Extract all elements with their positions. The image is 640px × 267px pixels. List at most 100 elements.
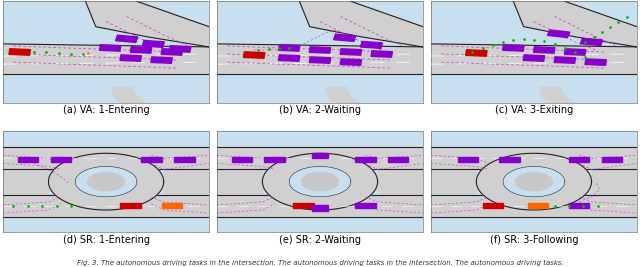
Bar [232, 157, 252, 162]
Bar [312, 205, 328, 210]
Bar [170, 46, 191, 52]
Bar [591, 170, 637, 195]
Point [508, 38, 518, 42]
Polygon shape [513, 1, 637, 47]
Point [580, 40, 591, 44]
Bar [340, 59, 362, 65]
Bar [142, 40, 164, 47]
Bar [355, 203, 376, 209]
Point [8, 204, 19, 208]
Bar [333, 34, 356, 41]
Bar [564, 49, 586, 55]
Point [593, 204, 603, 208]
Bar [120, 203, 141, 209]
Bar [585, 59, 606, 65]
Bar [528, 203, 548, 209]
Point [529, 38, 539, 42]
X-axis label: (a) VA: 1-Entering: (a) VA: 1-Entering [63, 105, 149, 115]
Point [37, 204, 47, 208]
Bar [371, 51, 392, 57]
Bar [431, 147, 637, 170]
Point [284, 45, 294, 50]
Point [570, 50, 580, 54]
Bar [524, 55, 545, 61]
Bar [151, 57, 172, 63]
Point [498, 40, 508, 44]
Circle shape [515, 172, 552, 191]
Bar [360, 41, 383, 48]
Point [264, 47, 274, 51]
Bar [161, 49, 182, 55]
Point [83, 51, 93, 55]
Bar [466, 50, 487, 56]
Bar [340, 49, 362, 55]
Bar [174, 157, 195, 162]
Bar [554, 57, 575, 63]
Circle shape [289, 166, 351, 197]
Bar [115, 35, 138, 42]
Polygon shape [86, 1, 209, 47]
Text: Fig. 3. The autonomous driving tasks in the intersection. The autonomous driving: Fig. 3. The autonomous driving tasks in … [77, 260, 563, 266]
X-axis label: (d) SR: 1-Entering: (d) SR: 1-Entering [63, 235, 150, 245]
Point [564, 204, 574, 208]
Point [580, 55, 591, 59]
Point [518, 37, 529, 41]
Bar [99, 45, 121, 51]
Circle shape [476, 153, 591, 210]
Point [66, 204, 76, 208]
Bar [3, 195, 209, 217]
Bar [217, 195, 423, 217]
Bar [278, 45, 300, 51]
Bar [388, 157, 408, 162]
Point [621, 14, 632, 19]
Bar [9, 49, 30, 55]
Polygon shape [112, 87, 178, 120]
Point [66, 51, 76, 56]
Circle shape [76, 166, 137, 197]
Point [467, 50, 477, 54]
X-axis label: (e) SR: 2-Waiting: (e) SR: 2-Waiting [279, 235, 361, 245]
Polygon shape [217, 44, 423, 74]
Bar [264, 157, 285, 162]
Polygon shape [300, 1, 423, 47]
Bar [580, 38, 603, 45]
Point [605, 25, 615, 29]
Bar [18, 157, 38, 162]
Bar [3, 170, 49, 195]
Circle shape [301, 172, 339, 191]
Bar [547, 30, 570, 38]
Bar [534, 47, 555, 53]
Bar [141, 157, 162, 162]
Point [54, 51, 64, 55]
Point [549, 42, 559, 46]
Bar [161, 203, 182, 209]
Bar [355, 157, 376, 162]
Polygon shape [431, 44, 637, 74]
Bar [309, 57, 331, 63]
Polygon shape [3, 44, 209, 74]
Polygon shape [326, 87, 392, 120]
Bar [217, 170, 262, 195]
Point [613, 19, 623, 24]
Point [29, 50, 39, 54]
Point [588, 35, 598, 39]
Bar [569, 157, 589, 162]
Bar [309, 47, 331, 53]
Polygon shape [540, 87, 606, 120]
Point [274, 46, 284, 50]
Bar [164, 170, 209, 195]
Bar [3, 147, 209, 170]
Bar [458, 157, 479, 162]
Bar [278, 55, 300, 61]
Point [78, 52, 88, 56]
X-axis label: (f) SR: 3-Following: (f) SR: 3-Following [490, 235, 578, 245]
Bar [217, 147, 423, 170]
Bar [378, 170, 423, 195]
Point [539, 39, 549, 44]
Bar [51, 157, 71, 162]
Point [596, 30, 607, 34]
Point [477, 46, 488, 50]
Circle shape [88, 172, 125, 191]
Point [23, 204, 33, 208]
Point [41, 50, 52, 55]
